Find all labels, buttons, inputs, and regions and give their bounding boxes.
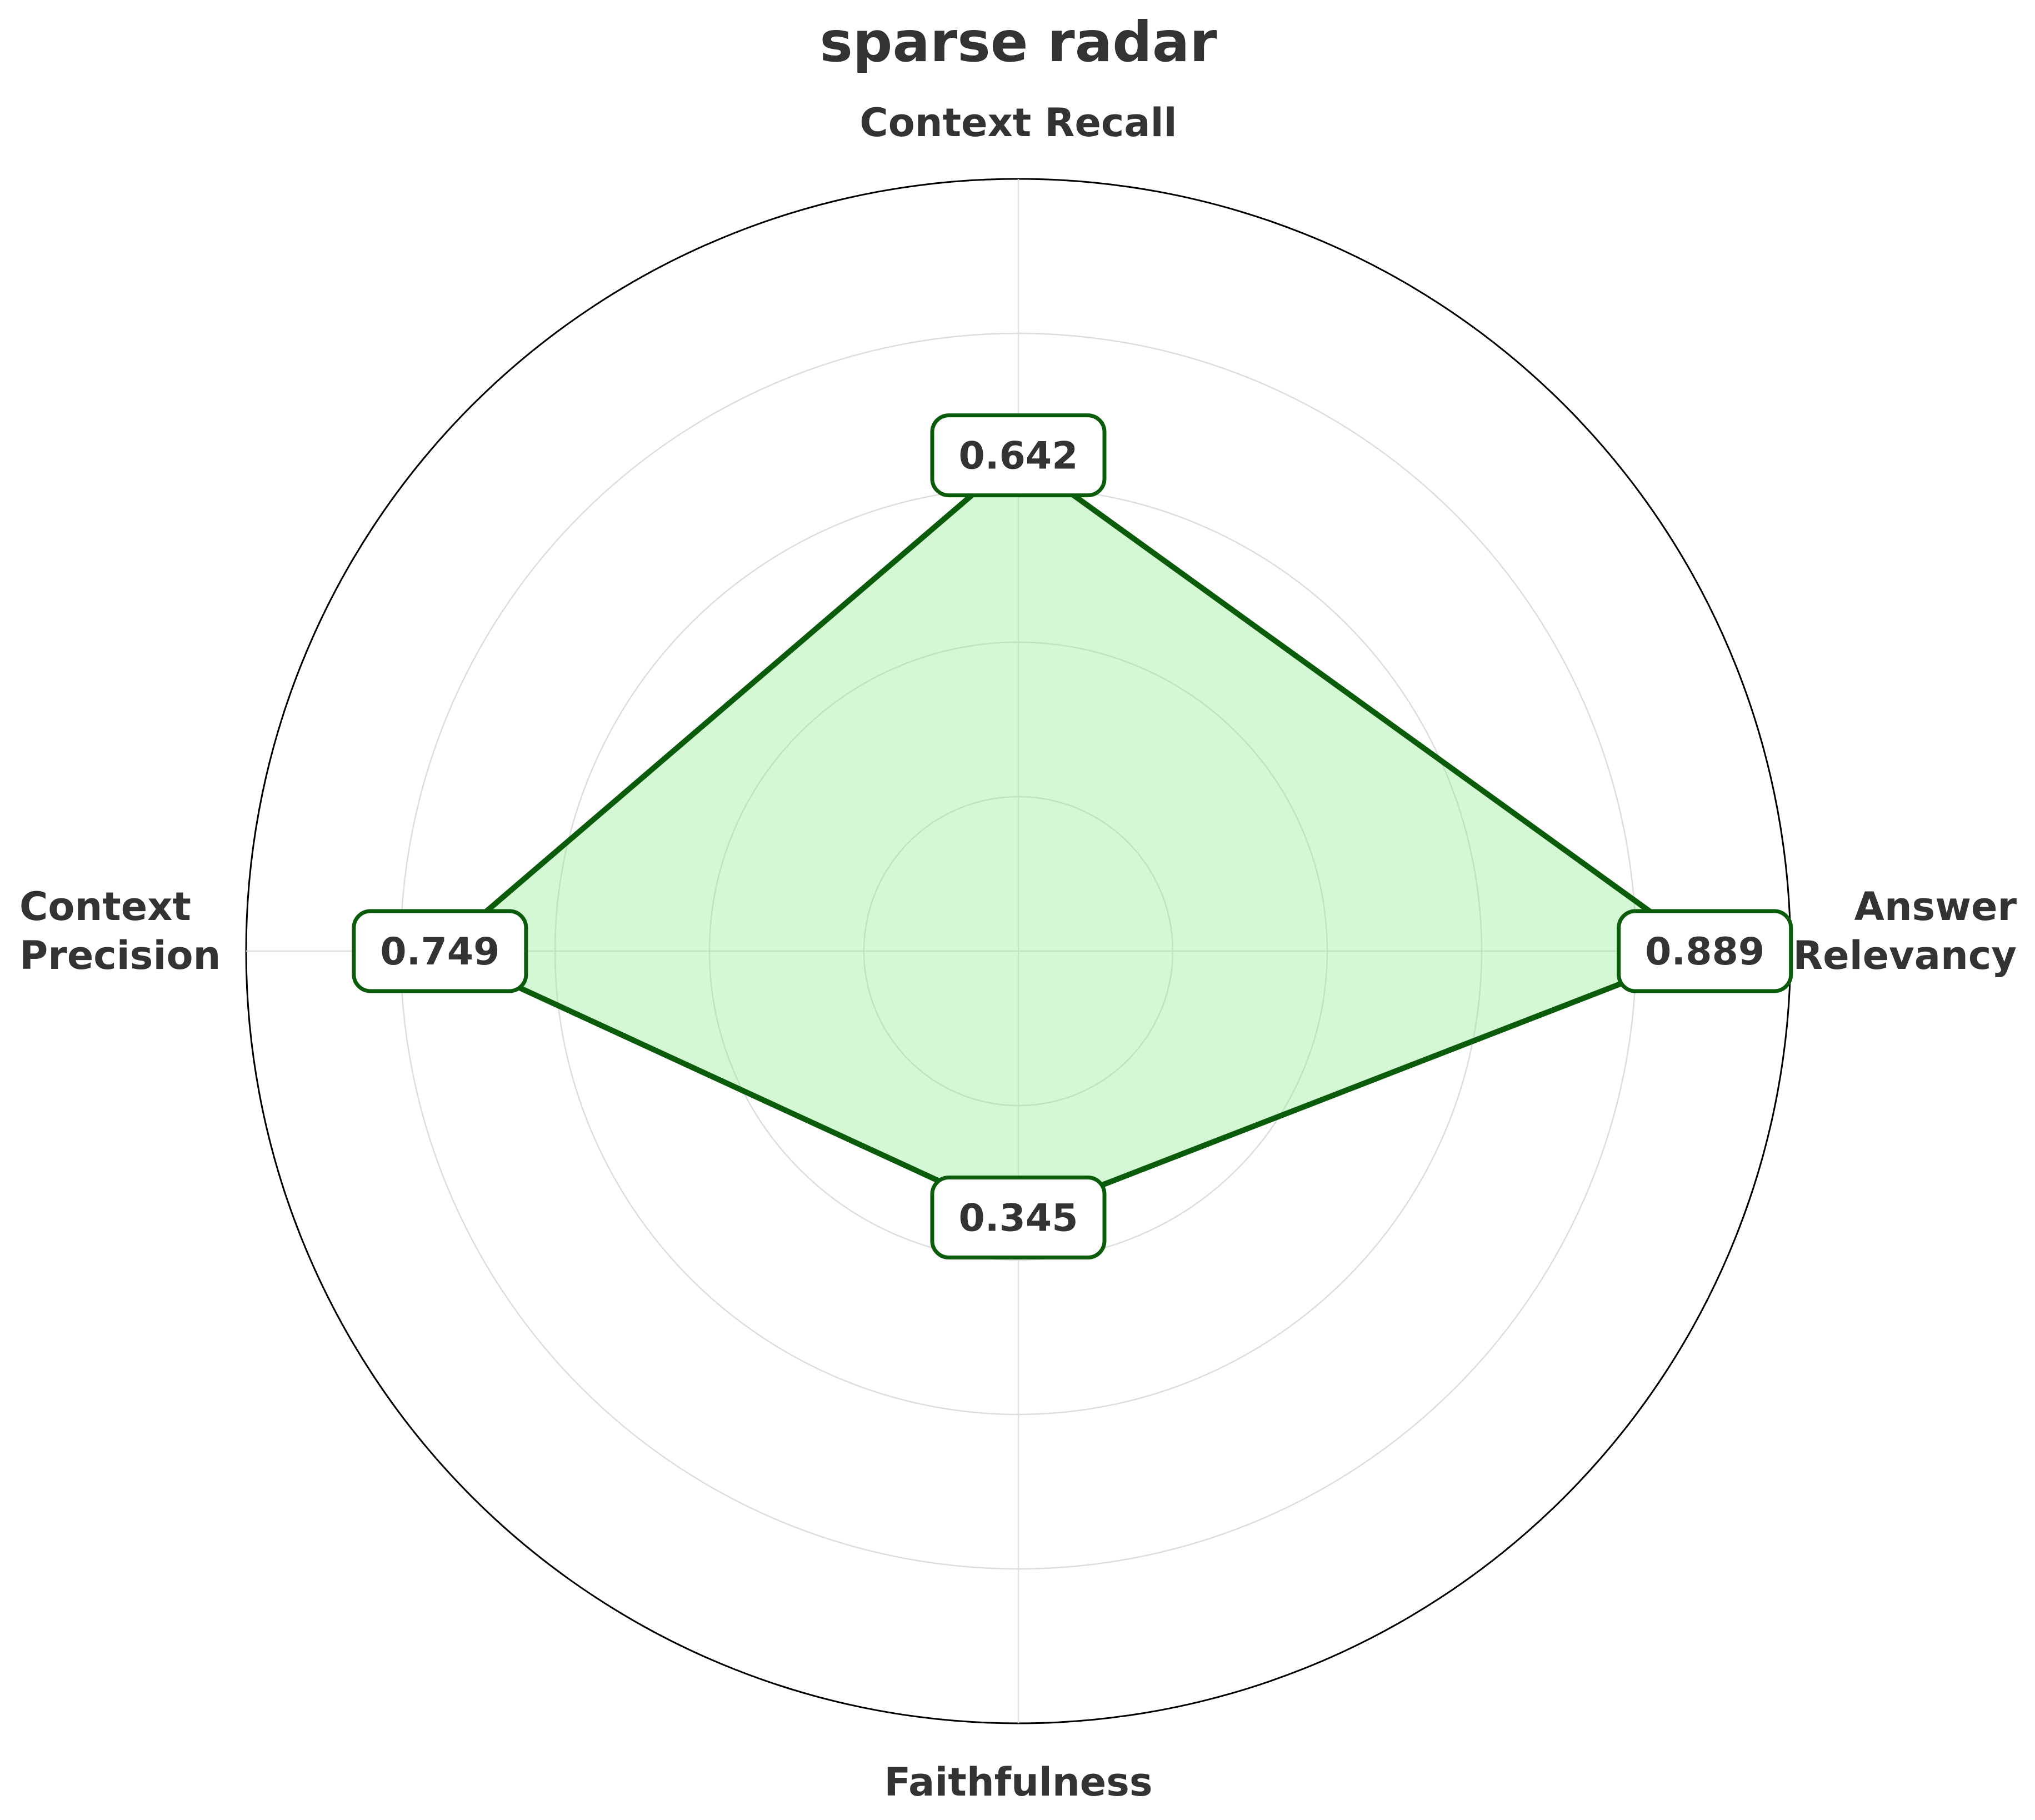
value-label: 0.642 bbox=[958, 434, 1078, 478]
value-label: 0.889 bbox=[1645, 930, 1764, 974]
axis-label: Context Recall bbox=[859, 100, 1177, 146]
axis-label: Context bbox=[19, 884, 191, 929]
value-label: 0.749 bbox=[380, 930, 499, 974]
axis-label: Faithfulness bbox=[884, 1759, 1152, 1805]
axis-label: Precision bbox=[19, 933, 221, 978]
value-label: 0.345 bbox=[958, 1197, 1078, 1241]
radar-data: 0.642 0.889 0.345 0.749 bbox=[352, 413, 1793, 1260]
axis-label: Answer bbox=[1854, 884, 2017, 929]
value-label-box bbox=[930, 1176, 1107, 1260]
chart-title: sparse radar bbox=[819, 9, 1217, 74]
value-label-box bbox=[352, 909, 528, 993]
value-label-box bbox=[1617, 909, 1793, 993]
axis-label: Relevancy bbox=[1793, 933, 2017, 978]
value-label-box bbox=[930, 413, 1107, 498]
